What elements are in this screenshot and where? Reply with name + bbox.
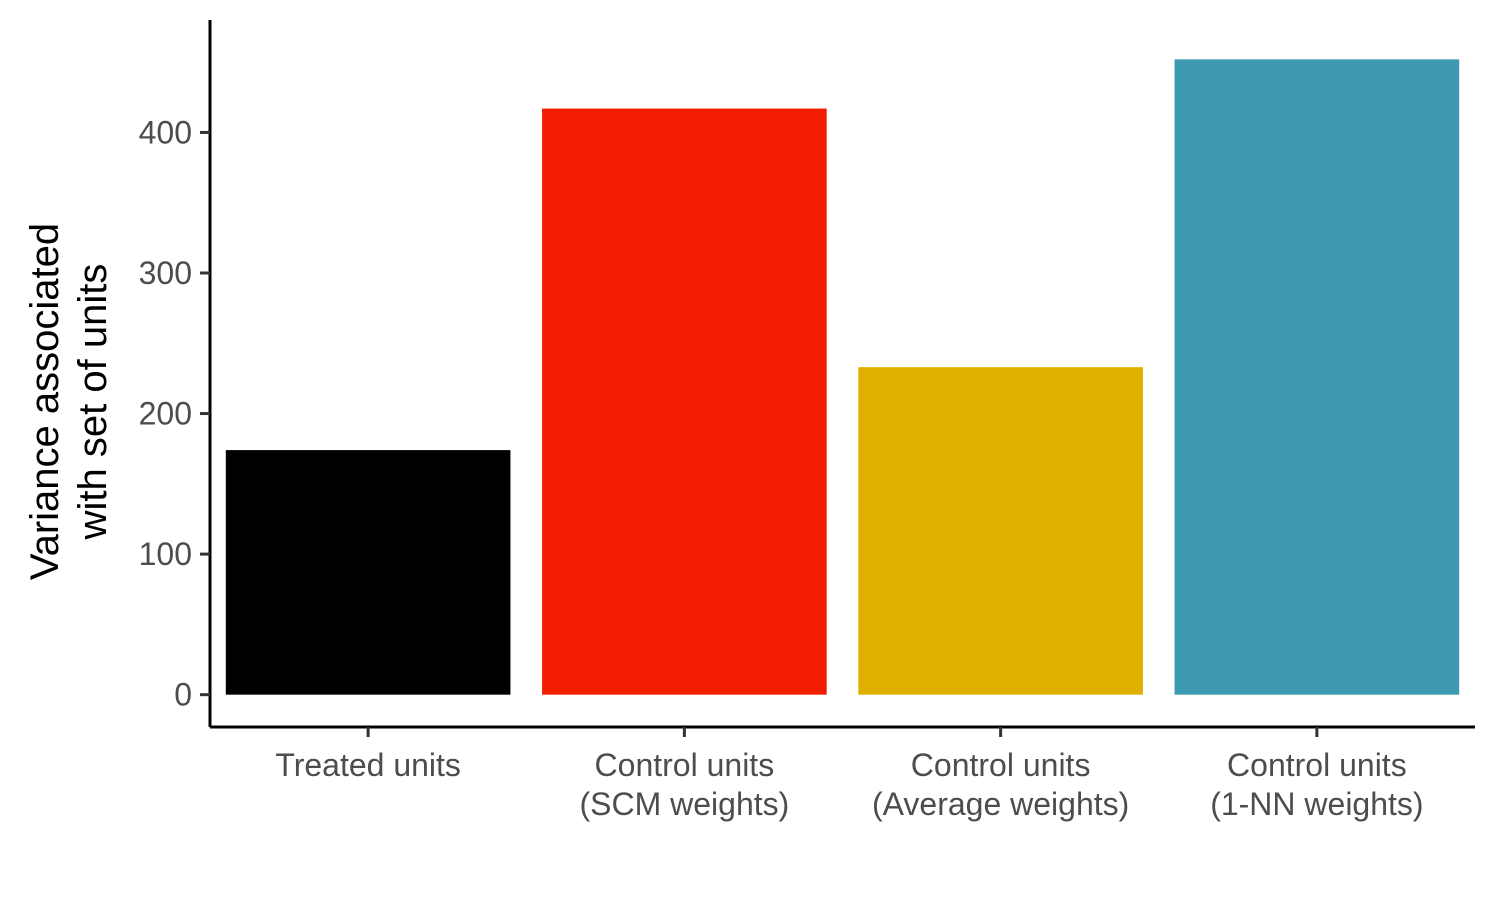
bar-0 bbox=[225, 450, 511, 695]
y-tick-label-3: 300 bbox=[139, 255, 192, 291]
y-tick-label-2: 200 bbox=[139, 396, 192, 432]
bars-group bbox=[225, 59, 1460, 695]
x-tick-label-3: Control units (1-NN weights) bbox=[1210, 747, 1423, 822]
y-axis-title: Variance associated with set of units bbox=[23, 223, 115, 580]
bar-3 bbox=[1174, 59, 1460, 695]
y-tick-label-0: 0 bbox=[174, 677, 192, 713]
y-tick-label-4: 400 bbox=[139, 114, 192, 150]
bar-1 bbox=[542, 108, 827, 695]
x-axis: Treated units Control units (SCM weights) C… bbox=[210, 725, 1475, 822]
y-axis: 0 100 200 300 400 bbox=[139, 20, 212, 727]
y-axis-title-text: Variance associated with set of units bbox=[23, 223, 115, 580]
x-tick-label-0: Treated units bbox=[275, 747, 461, 783]
y-tick-label-1: 100 bbox=[139, 536, 192, 572]
bar-2 bbox=[858, 367, 1143, 695]
x-tick-label-1: Control units (SCM weights) bbox=[579, 747, 789, 822]
x-tick-label-2: Control units (Average weights) bbox=[872, 747, 1129, 822]
